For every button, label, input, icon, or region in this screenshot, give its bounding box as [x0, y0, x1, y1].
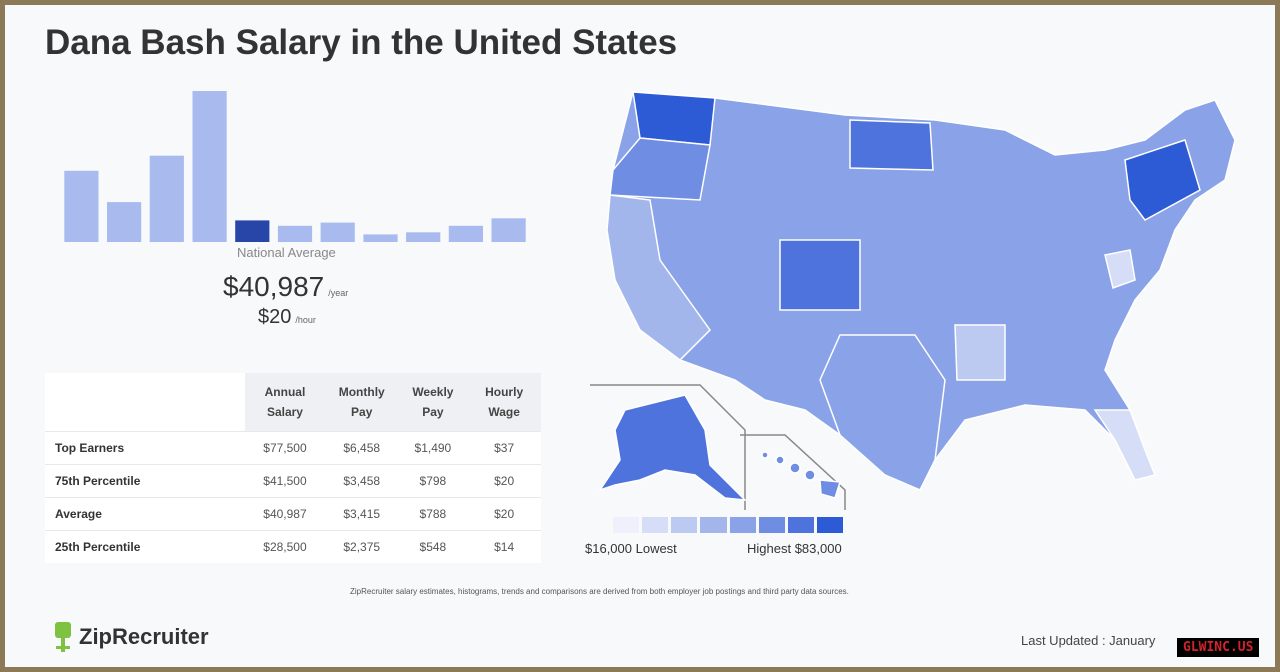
salary-histogram — [64, 91, 526, 242]
histogram-bar — [363, 234, 398, 242]
row-label: Average — [45, 496, 245, 530]
histogram-bar — [64, 170, 99, 242]
watermark: GLWINC.US — [1177, 638, 1260, 657]
row-label: Top Earners — [45, 430, 245, 464]
cell: $41,500 — [245, 463, 325, 497]
header-weekly: Weekly Pay — [398, 373, 468, 431]
cell: $20 — [467, 463, 541, 497]
page-title: Dana Bash Salary in the United States — [45, 23, 678, 62]
region-west-virginia — [1104, 249, 1136, 289]
annual-value: $40,987 — [223, 271, 325, 302]
cell: $77,500 — [245, 430, 325, 464]
legend-swatch — [758, 517, 785, 533]
cell: $2,375 — [324, 529, 399, 563]
alaska-shape — [598, 394, 748, 501]
salary-card: Dana Bash Salary in the United States Na… — [5, 5, 1275, 667]
legend-swatch — [642, 517, 669, 533]
annual-average: $40,987/year — [223, 271, 348, 303]
last-updated: Last Updated : January — [1021, 633, 1156, 648]
ziprecruiter-logo-text: ZipRecruiter — [79, 624, 209, 649]
histogram-bar — [192, 91, 227, 242]
histogram-bar — [448, 225, 483, 242]
us-salary-map — [590, 91, 1236, 510]
region-florida — [1093, 409, 1157, 481]
alaska-inset-border — [590, 384, 746, 510]
ziprecruiter-logo[interactable]: ZipRecruiter — [53, 620, 209, 654]
histogram-bar — [235, 220, 270, 242]
region-arkansas — [954, 324, 1006, 381]
disclaimer-text: ZipRecruiter salary estimates, histogram… — [350, 587, 849, 596]
row-label: 25th Percentile — [45, 529, 245, 563]
cell: $40,987 — [245, 496, 325, 530]
row-label: 75th Percentile — [45, 463, 245, 497]
region-north-dakota — [849, 119, 934, 171]
histogram-bar — [491, 218, 526, 242]
table-row: 75th Percentile $41,500 $3,458 $798 $20 — [45, 463, 541, 497]
cell: $20 — [467, 496, 541, 530]
legend-swatch — [787, 517, 814, 533]
pay-table: Annual Salary Monthly Pay Weekly Pay Hou… — [45, 373, 541, 563]
map-legend — [613, 517, 843, 537]
cell: $3,415 — [324, 496, 399, 530]
cell: $1,490 — [398, 430, 468, 464]
region-new-york — [1124, 139, 1201, 221]
histogram-bar — [149, 155, 184, 242]
cell: $788 — [398, 496, 468, 530]
region-oregon — [609, 137, 711, 201]
header-blank — [45, 373, 245, 431]
hourly-value: $20 — [258, 306, 292, 328]
header-monthly: Monthly Pay — [324, 373, 399, 431]
hawaii-inset-border — [740, 434, 846, 510]
cell: $6,458 — [324, 430, 399, 464]
cell: $14 — [467, 529, 541, 563]
legend-swatch — [816, 517, 843, 533]
legend-high-label: Highest $83,000 — [747, 541, 842, 556]
region-colorado — [779, 239, 861, 311]
ziprecruiter-logo-icon — [55, 622, 71, 652]
region-california — [606, 194, 711, 361]
histogram-bar — [107, 202, 142, 242]
histogram-bar — [406, 232, 441, 242]
header-hourly: Hourly Wage — [467, 373, 541, 431]
national-average-label: National Average — [237, 245, 336, 260]
hourly-unit: /hour — [295, 315, 316, 325]
hourly-average: $20/hour — [258, 306, 316, 329]
region-washington — [632, 91, 716, 146]
table-row: Average $40,987 $3,415 $788 $20 — [45, 496, 541, 530]
histogram-bar — [277, 225, 313, 242]
cell: $28,500 — [245, 529, 325, 563]
region-texas — [819, 334, 946, 491]
pay-table-header: Annual Salary Monthly Pay Weekly Pay Hou… — [45, 373, 541, 431]
header-annual: Annual Salary — [245, 373, 325, 431]
cell: $37 — [467, 430, 541, 464]
legend-swatch — [671, 517, 698, 533]
table-row: 25th Percentile $28,500 $2,375 $548 $14 — [45, 529, 541, 563]
cell: $548 — [398, 529, 468, 563]
cell: $798 — [398, 463, 468, 497]
table-row: Top Earners $77,500 $6,458 $1,490 $37 — [45, 430, 541, 464]
annual-unit: /year — [328, 288, 349, 298]
hawaii-shape — [761, 451, 841, 499]
cell: $3,458 — [324, 463, 399, 497]
legend-swatch — [613, 517, 640, 533]
legend-swatch — [700, 517, 727, 533]
histogram-bar — [320, 222, 355, 242]
legend-low-label: $16,000 Lowest — [585, 541, 677, 556]
legend-swatch — [729, 517, 756, 533]
